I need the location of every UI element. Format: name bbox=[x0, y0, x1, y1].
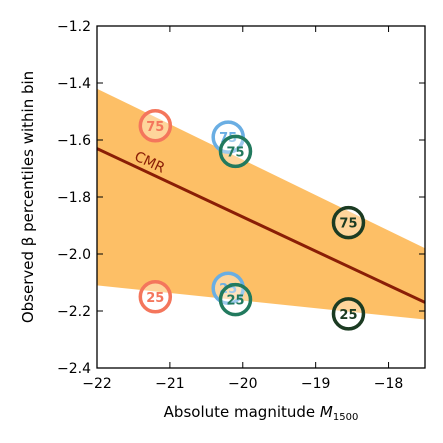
x-tick-label: −19 bbox=[301, 376, 331, 392]
marker-label: 75 bbox=[226, 145, 244, 160]
y-tick-label: −1.2 bbox=[57, 19, 91, 35]
y-tick-label: −2.4 bbox=[57, 361, 91, 377]
cmr-line bbox=[97, 147, 425, 304]
marker-circle bbox=[138, 280, 173, 314]
marker-label: 25 bbox=[339, 308, 357, 323]
marker-circle bbox=[218, 282, 253, 317]
x-axis-label: Absolute magnitude M1500 bbox=[164, 403, 359, 423]
marker-circle bbox=[218, 134, 253, 169]
marker-circle bbox=[331, 205, 366, 240]
marker-label: 75 bbox=[146, 120, 164, 135]
y-tick-label: −1.4 bbox=[57, 76, 91, 92]
y-axis-label: Observed β percentiles within bin bbox=[19, 71, 37, 323]
marker-circle bbox=[331, 297, 366, 331]
percentile-marker: 75 bbox=[138, 109, 173, 143]
marker-label: 75 bbox=[339, 217, 357, 232]
percentile-marker: 25 bbox=[331, 297, 366, 331]
percentile-marker: 75 bbox=[331, 205, 366, 240]
y-tick-label: −2.2 bbox=[57, 304, 91, 320]
x-tick-label: −18 bbox=[374, 376, 404, 392]
x-tick-label: −20 bbox=[228, 376, 258, 392]
y-tick-label: −2.0 bbox=[57, 247, 91, 263]
y-tick-label: −1.8 bbox=[57, 190, 91, 206]
marker-label: 25 bbox=[146, 291, 164, 306]
cmr-band bbox=[97, 88, 425, 320]
y-tick-label: −1.6 bbox=[57, 133, 91, 149]
percentile-marker: 75 bbox=[218, 134, 253, 169]
x-tick-label: −21 bbox=[155, 376, 185, 392]
marker-circle bbox=[138, 109, 173, 143]
percentile-marker: 25 bbox=[218, 282, 253, 317]
marker-label: 25 bbox=[226, 294, 244, 309]
x-tick-label: −22 bbox=[82, 376, 112, 392]
percentile-marker: 25 bbox=[138, 280, 173, 314]
